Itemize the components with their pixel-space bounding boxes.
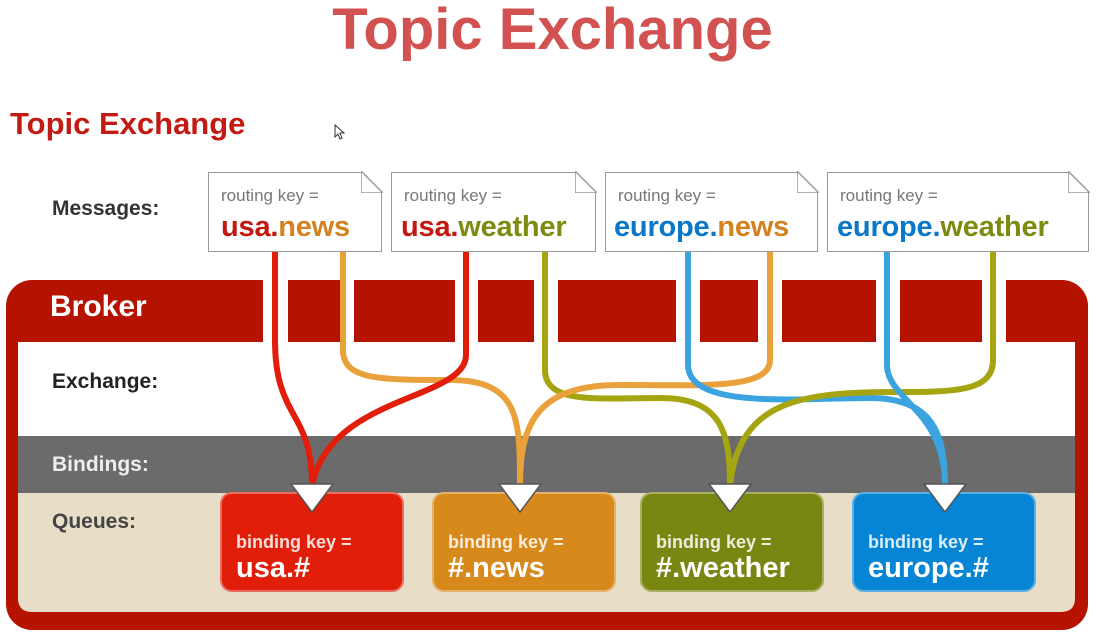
routing-key-label: routing key =	[404, 186, 502, 205]
folded-corner-icon	[1068, 171, 1090, 193]
queue-binding-key: #.news	[448, 552, 545, 584]
queue-binding-label: binding key =	[448, 532, 564, 552]
routing-key-label: routing key =	[221, 186, 319, 205]
diagram-title: Topic Exchange	[10, 106, 246, 141]
queues-label: Queues:	[52, 510, 137, 533]
route-usa-weather-to-usa	[309, 249, 469, 488]
queue-binding-label: binding key =	[868, 532, 984, 552]
queue-binding-key: usa.#	[236, 552, 311, 584]
folded-corner-icon	[797, 171, 819, 193]
queue-binding-key: europe.#	[868, 552, 989, 584]
message-europe-news: routing key = europe.news	[605, 171, 819, 252]
routing-key-value: usa.weather	[401, 211, 567, 243]
route-europe-news-to-news	[517, 249, 773, 488]
arrow-down-icon	[289, 483, 335, 514]
exchange-label: Exchange:	[52, 370, 159, 393]
routing-key-value: europe.weather	[837, 211, 1049, 243]
routing-key-value: europe.news	[614, 211, 790, 243]
routing-key-label: routing key =	[840, 186, 938, 205]
main-title: Topic Exchange	[332, 0, 773, 62]
folded-corner-icon	[361, 171, 383, 193]
queue-binding-key: #.weather	[656, 552, 790, 584]
arrow-down-icon	[707, 483, 753, 514]
bindings-label: Bindings:	[52, 453, 149, 476]
message-usa-weather: routing key = usa.weather	[391, 171, 597, 252]
route-europe-weather-to-weather	[727, 249, 996, 488]
arrow-down-icon	[497, 483, 543, 514]
route-europe-news-to-europe	[685, 249, 948, 488]
broker-label: Broker	[50, 290, 147, 323]
queue-news: binding key = #.news	[432, 492, 616, 592]
queue-europe: binding key = europe.#	[852, 492, 1036, 592]
exchange-area	[18, 342, 1075, 436]
route-usa-weather-to-weather	[542, 249, 733, 488]
bindings-band	[18, 436, 1075, 493]
queue-binding-label: binding key =	[236, 532, 352, 552]
mouse-cursor-icon	[334, 124, 346, 140]
folded-corner-icon	[575, 171, 597, 193]
route-europe-weather-to-europe	[884, 249, 948, 488]
messages-label: Messages:	[52, 197, 160, 220]
queue-binding-label: binding key =	[656, 532, 772, 552]
routing-key-value: usa.news	[221, 211, 350, 243]
message-usa-news: routing key = usa.news	[208, 171, 383, 252]
arrow-down-icon	[922, 483, 968, 514]
message-europe-weather: routing key = europe.weather	[827, 171, 1090, 252]
routing-key-label: routing key =	[618, 186, 716, 205]
route-usa-news-to-usa	[272, 249, 315, 488]
